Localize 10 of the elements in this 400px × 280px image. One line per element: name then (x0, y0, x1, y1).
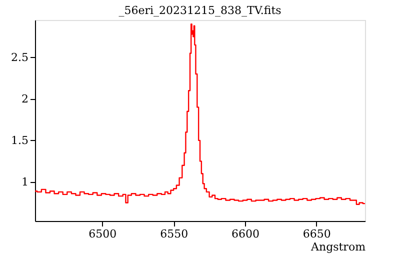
y-tick-label: 2.5 (11, 50, 28, 64)
x-tick-label: 6500 (88, 228, 117, 240)
x-axis-title: Angstrom (310, 240, 366, 254)
y-tick-label: 1 (22, 175, 28, 188)
x-tick-label: 6550 (160, 228, 188, 240)
chart-title: _56eri_20231215_838_TV.fits (118, 4, 282, 17)
y-tick-label: 2 (22, 92, 28, 106)
x-tick-label: 6650 (302, 228, 331, 240)
y-tick-label: 1.5 (11, 134, 28, 147)
x-tick-label: 6600 (232, 228, 260, 240)
